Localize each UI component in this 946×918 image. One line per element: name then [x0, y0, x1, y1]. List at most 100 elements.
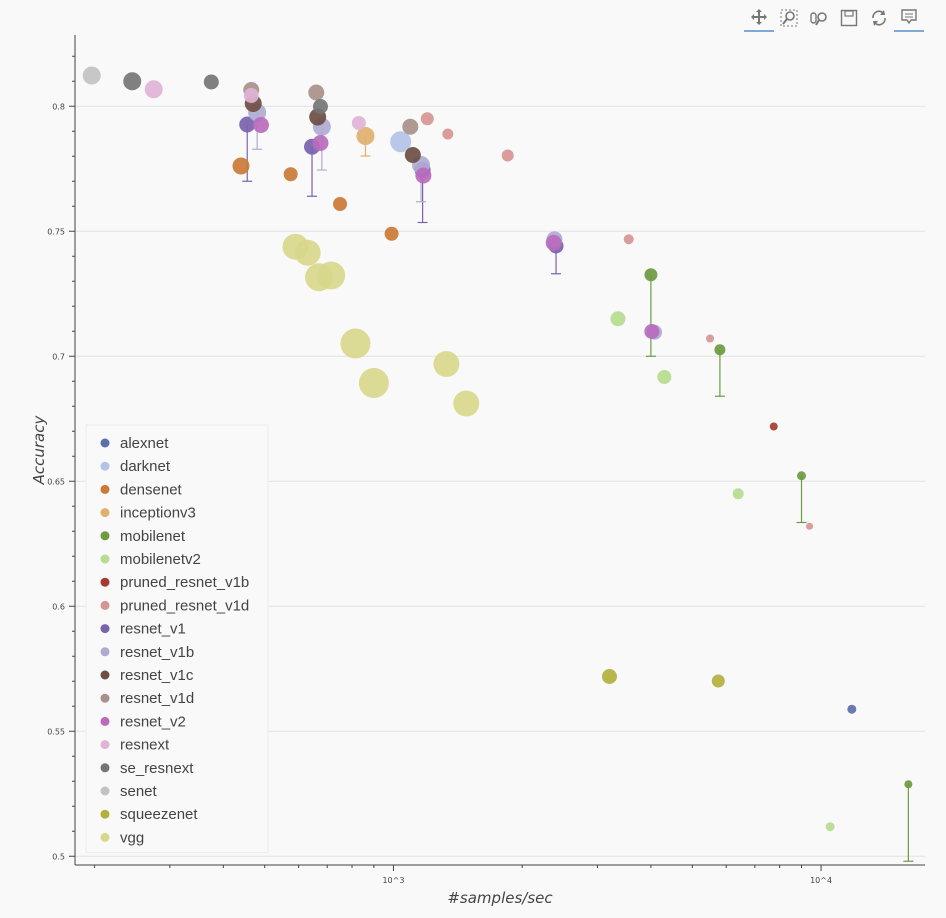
legend-label-resnet_v1b: resnet_v1b — [120, 644, 194, 661]
point-senet — [82, 66, 101, 85]
point-mobilenetv2 — [657, 370, 672, 384]
hover-tooltip-icon — [901, 9, 917, 25]
box-zoom-tool-button[interactable] — [774, 4, 804, 32]
legend-marker-vgg — [100, 832, 110, 842]
legend-label-resnet_v1c: resnet_v1c — [120, 667, 194, 684]
legend-marker-darknet — [100, 461, 110, 471]
legend-label-se_resnext: se_resnext — [120, 760, 194, 777]
y-tick-label: 0.65 — [47, 477, 65, 486]
legend-label-mobilenetv2: mobilenetv2 — [120, 551, 201, 568]
point-densenet — [384, 226, 399, 241]
point-resnet_v1d — [402, 118, 419, 135]
save-icon — [840, 9, 858, 27]
y-tick-label: 0.6 — [52, 602, 65, 611]
legend[interactable]: alexnet darknet densenet inceptionv3 mobilen… — [85, 424, 269, 854]
move-arrows-icon — [751, 9, 767, 25]
point-pruned_resnet_v1d — [442, 128, 454, 140]
legend-marker-se_resnext — [100, 763, 110, 773]
point-densenet — [333, 197, 348, 211]
point-squeezenet — [711, 674, 725, 688]
data-points — [82, 66, 913, 832]
legend-marker-resnet_v1 — [100, 624, 110, 634]
x-axis-label: #samples/sec — [447, 889, 553, 907]
point-vgg — [358, 368, 389, 398]
point-squeezenet — [601, 669, 617, 684]
point-vgg — [453, 390, 480, 417]
point-densenet — [232, 157, 250, 175]
point-inceptionv3 — [356, 127, 375, 145]
box-zoom-icon — [780, 9, 798, 27]
point-resnet_v1d — [308, 84, 325, 101]
point-mobilenet — [714, 344, 726, 356]
legend-marker-alexnet — [100, 438, 110, 448]
legend-marker-resnext — [100, 740, 110, 750]
y-axis-label: Accuracy — [30, 415, 48, 486]
reset-tool-button[interactable] — [864, 4, 894, 32]
legend-marker-densenet — [100, 484, 110, 494]
point-alexnet — [847, 704, 857, 714]
y-tick-label: 0.75 — [47, 227, 65, 236]
point-mobilenetv2 — [610, 311, 626, 327]
legend-label-resnet_v1: resnet_v1 — [120, 621, 186, 638]
legend-marker-resnet_v1c — [100, 670, 110, 680]
legend-marker-inceptionv3 — [100, 508, 110, 518]
reset-icon — [872, 10, 886, 26]
point-resnet_v1 — [239, 116, 256, 133]
legend-marker-mobilenet — [100, 531, 110, 541]
point-resnet_v2 — [545, 234, 562, 251]
legend-label-squeezenet: squeezenet — [120, 806, 198, 823]
legend-marker-mobilenetv2 — [100, 554, 110, 564]
point-se_resnext — [312, 99, 328, 114]
legend-box — [85, 424, 269, 854]
point-pruned_resnet_v1d — [623, 234, 634, 245]
y-tick-label: 0.55 — [47, 727, 65, 736]
y-tick-label: 0.7 — [52, 352, 65, 361]
hover-tool-button[interactable] — [894, 4, 924, 32]
legend-label-pruned_resnet_v1d: pruned_resnet_v1d — [120, 597, 249, 614]
point-mobilenet — [644, 268, 658, 282]
legend-label-inceptionv3: inceptionv3 — [120, 505, 196, 522]
legend-marker-pruned_resnet_v1b — [100, 577, 110, 587]
point-mobilenet — [797, 471, 807, 481]
point-resnet_v2 — [415, 167, 432, 184]
legend-marker-senet — [100, 786, 110, 796]
point-vgg — [433, 351, 460, 377]
point-densenet — [283, 167, 298, 182]
point-mobilenet — [904, 780, 913, 789]
point-pruned_resnet_v1b — [769, 422, 778, 431]
point-pruned_resnet_v1d — [501, 149, 514, 162]
point-mobilenetv2 — [825, 822, 835, 832]
legend-label-darknet: darknet — [120, 458, 171, 475]
pan-tool-button[interactable] — [744, 4, 774, 32]
point-vgg — [317, 261, 346, 290]
legend-marker-resnet_v2 — [100, 716, 110, 726]
point-darknet — [390, 131, 412, 153]
point-pruned_resnet_v1d — [706, 334, 715, 343]
point-resnet_v2 — [644, 324, 660, 339]
legend-label-vgg: vgg — [120, 829, 144, 846]
y-tick-label: 0.8 — [52, 102, 65, 111]
x-tick-label: 10^3 — [382, 876, 404, 885]
legend-label-mobilenet: mobilenet — [120, 528, 186, 545]
x-tick-label: 10^4 — [810, 876, 832, 885]
point-vgg — [340, 328, 371, 359]
legend-marker-pruned_resnet_v1d — [100, 600, 110, 610]
point-vgg — [294, 239, 321, 266]
legend-label-alexnet: alexnet — [120, 435, 169, 452]
legend-label-pruned_resnet_v1b: pruned_resnet_v1b — [120, 574, 249, 591]
legend-label-resnext: resnext — [120, 737, 170, 754]
save-tool-button[interactable] — [834, 4, 864, 32]
point-pruned_resnet_v1d — [806, 522, 814, 530]
point-mobilenetv2 — [732, 488, 744, 500]
wheel-zoom-icon — [810, 12, 827, 26]
point-resnet_v2 — [312, 135, 329, 151]
y-tick-label: 0.5 — [52, 852, 65, 861]
legend-marker-resnet_v1b — [100, 647, 110, 657]
legend-marker-resnet_v1d — [100, 693, 110, 703]
wheel-zoom-tool-button[interactable] — [804, 4, 834, 32]
point-resnext — [351, 116, 366, 130]
plot-toolbar — [744, 4, 924, 32]
legend-label-resnet_v2: resnet_v2 — [120, 713, 186, 730]
point-se_resnext — [123, 72, 142, 91]
